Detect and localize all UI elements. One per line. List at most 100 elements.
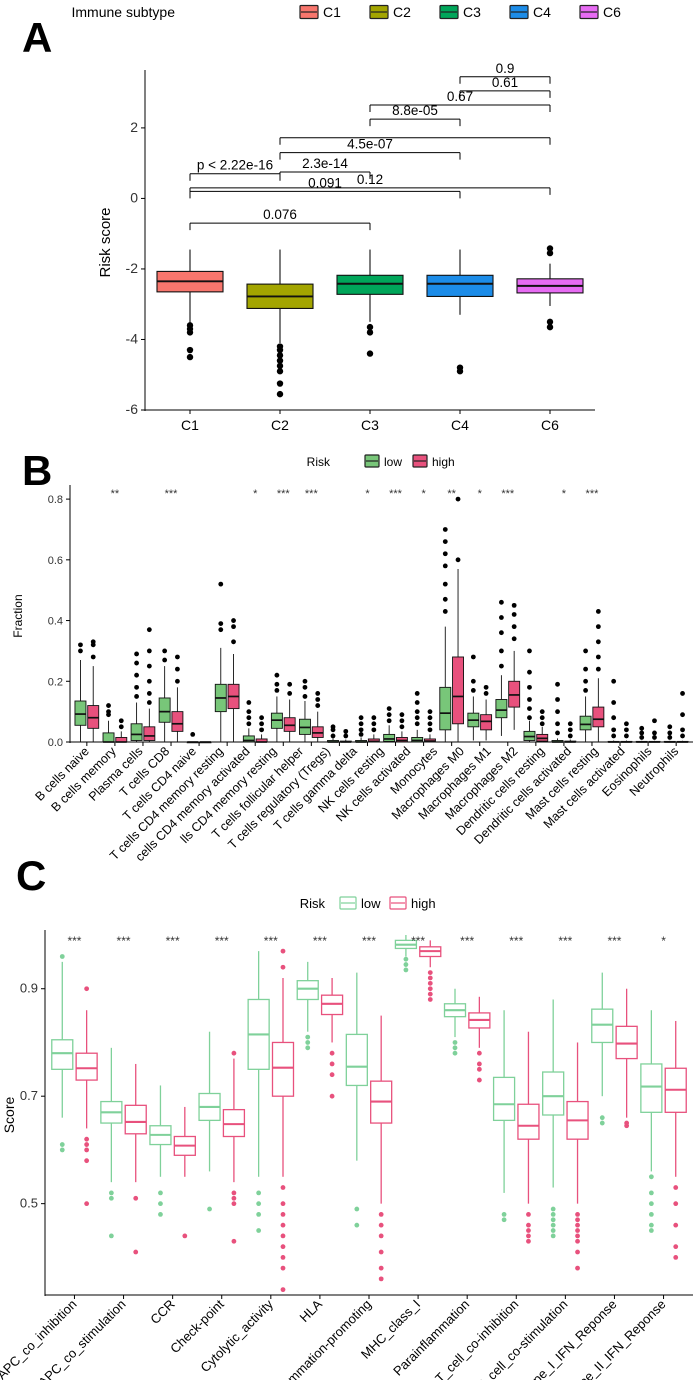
outlier-point — [611, 733, 617, 739]
outlier-point — [575, 1212, 580, 1217]
outlier-point — [274, 672, 280, 678]
outlier-point — [550, 1233, 556, 1239]
significance-label: * — [562, 488, 567, 500]
outlier-point — [59, 1142, 65, 1147]
outlier-point — [246, 700, 252, 705]
x-tick-label: CCR — [147, 1297, 178, 1328]
outlier-point — [624, 733, 629, 739]
outlier-point — [452, 1050, 458, 1056]
box — [426, 249, 494, 375]
outlier-point — [108, 1195, 114, 1201]
outlier-point — [442, 596, 448, 602]
y-tick-label: -2 — [126, 260, 139, 276]
legend-title: Risk — [307, 455, 331, 469]
outlier-point — [470, 687, 476, 693]
outlier-point — [546, 318, 554, 326]
box — [311, 691, 324, 742]
outlier-point — [575, 1222, 580, 1228]
significance-label: *** — [313, 934, 327, 948]
outlier-point — [639, 735, 645, 740]
outlier-point — [246, 715, 252, 721]
y-tick-label: 0.9 — [20, 981, 38, 996]
box — [246, 249, 314, 398]
outlier-point — [175, 666, 180, 672]
panel-letter: A — [22, 14, 52, 61]
box — [467, 654, 480, 741]
significance-label: *** — [558, 934, 572, 948]
outlier-point — [550, 1206, 556, 1212]
outlier-point — [256, 1228, 262, 1233]
box-body — [426, 274, 494, 298]
box-body — [517, 1103, 540, 1140]
significance-label: *** — [305, 488, 319, 500]
legend-label-c1: C1 — [323, 4, 341, 20]
box-body — [495, 699, 508, 719]
y-tick-label: 0.6 — [48, 555, 63, 567]
outlier-point — [274, 681, 280, 687]
outlier-point — [106, 703, 111, 708]
box — [51, 954, 74, 1153]
outlier-point — [624, 721, 629, 727]
outlier-point — [595, 639, 601, 645]
outlier-point — [599, 1120, 605, 1126]
outlier-point — [378, 1276, 384, 1282]
box — [495, 599, 508, 736]
outlier-point — [476, 1050, 482, 1056]
box — [663, 724, 676, 743]
outlier-point — [84, 1158, 90, 1164]
outlier-point — [256, 1190, 262, 1196]
outlier-point — [648, 1201, 654, 1207]
outlier-point — [329, 1072, 335, 1078]
outlier-point — [455, 557, 461, 563]
box-body — [345, 1033, 368, 1087]
outlier-point — [256, 1212, 262, 1217]
x-tick-label: C1 — [181, 417, 199, 433]
outlier-point — [158, 1190, 163, 1196]
outlier-point — [583, 666, 588, 672]
outlier-point — [287, 691, 293, 696]
outlier-point — [118, 718, 124, 724]
outlier-point — [146, 663, 152, 669]
outlier-point — [280, 1287, 286, 1293]
outlier-point — [427, 970, 433, 976]
box — [87, 639, 100, 742]
significance-label: *** — [586, 488, 600, 500]
outlier-point — [403, 967, 409, 973]
comparison-p-value: 0.9 — [496, 61, 515, 76]
outlier-point — [371, 727, 377, 733]
outlier-point — [231, 1195, 237, 1201]
significance-label: * — [365, 488, 370, 500]
comparison-p-value: 2.3e-14 — [302, 156, 348, 171]
outlier-point — [648, 1222, 654, 1228]
outlier-point — [526, 1222, 531, 1228]
outlier-point — [190, 732, 196, 737]
outlier-point — [186, 353, 194, 361]
outlier-point — [84, 1142, 90, 1147]
outlier-point — [595, 666, 601, 672]
outlier-point — [378, 1249, 384, 1255]
significance-label: *** — [362, 934, 376, 948]
box — [247, 951, 270, 1233]
box — [320, 977, 344, 1099]
outlier-point — [611, 715, 617, 721]
comparison-p-value: 0.12 — [357, 172, 383, 187]
outlier-point — [595, 624, 601, 630]
y-tick-label: 0.5 — [20, 1196, 38, 1211]
outlier-point — [526, 1212, 531, 1217]
comparison-bracket: 0.091 — [189, 175, 461, 199]
outlier-point — [366, 329, 374, 336]
outlier-point — [78, 642, 83, 648]
outlier-point — [555, 709, 560, 715]
outlier-point — [652, 735, 657, 740]
panel-a: A Immune subtype C1 C2 C3 C4 C6 -6 -4 -2 0 2 Risk sc… — [22, 4, 621, 433]
box — [255, 715, 268, 743]
box — [383, 706, 396, 742]
box — [327, 724, 339, 743]
outlier-point — [231, 1190, 237, 1196]
outlier-point — [256, 1201, 262, 1207]
box-body — [640, 1063, 663, 1113]
outlier-point — [371, 721, 377, 727]
x-tick-label: C2 — [271, 417, 289, 433]
box-body — [439, 686, 452, 731]
box-body — [222, 1108, 246, 1138]
